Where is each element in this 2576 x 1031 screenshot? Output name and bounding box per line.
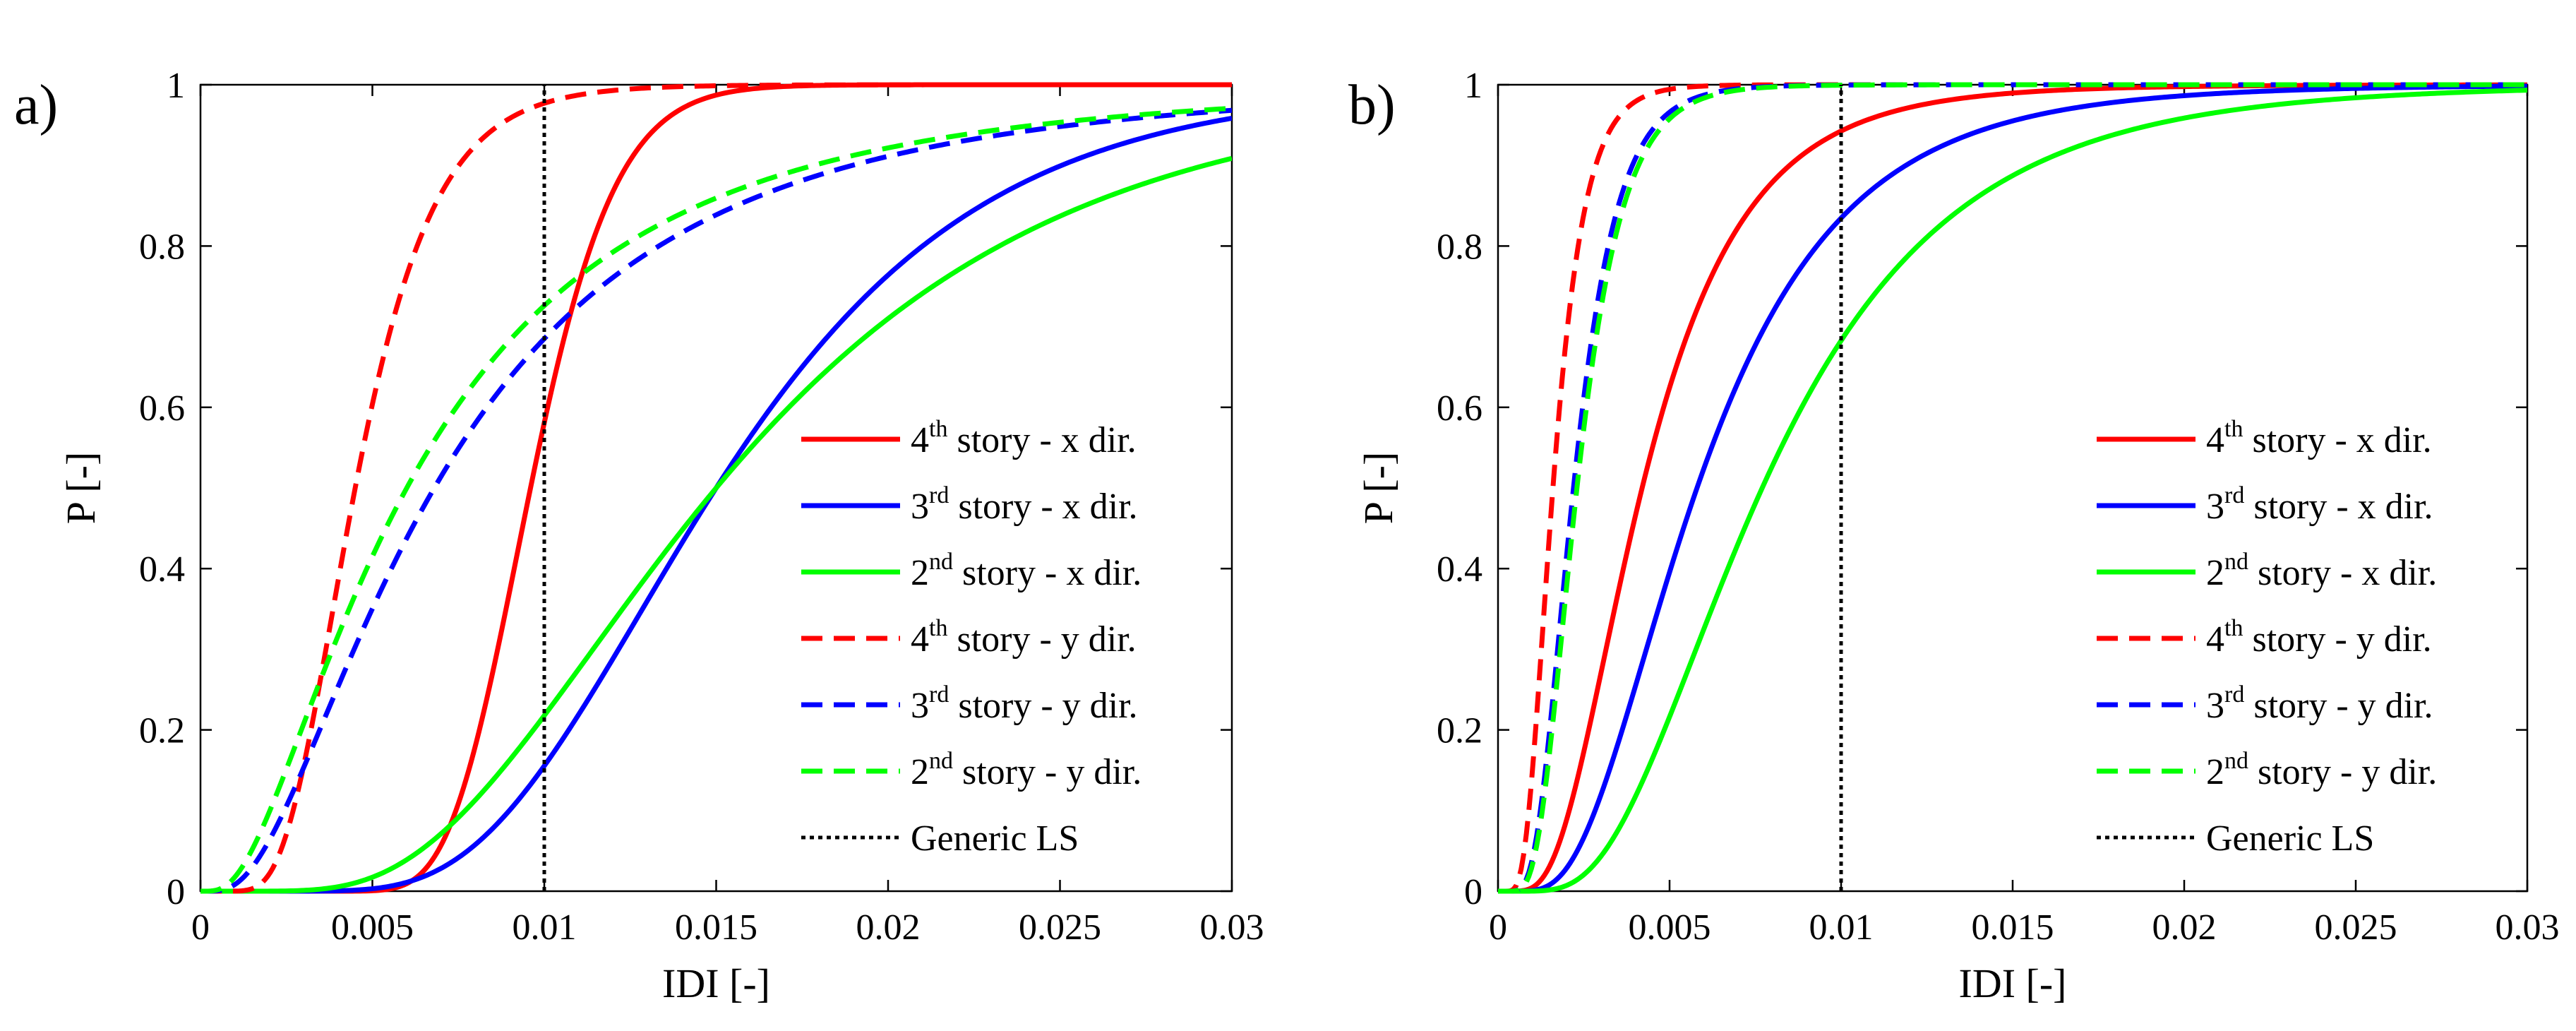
panel-b: b) 0 0.005 0.01 0.015 0.02 0.025 0.03 0 0.2 0.4 0.6… — [1348, 66, 2560, 1006]
legend-label: 3rd story - y dir. — [911, 681, 1138, 726]
x-tick-label: 0.005 — [1629, 907, 1711, 948]
panel-a: a) 0 0.005 0.01 0.015 0.02 0.025 0.03 0 0.2 0.4 0.6… — [14, 66, 1264, 1006]
legend-label: 4th story - x dir. — [911, 416, 1137, 460]
x-tick-label: 0.03 — [2496, 907, 2560, 948]
x-tick-label: 0.03 — [1200, 907, 1264, 948]
legend-label: 3rd story - x dir. — [2206, 482, 2433, 527]
series-line-5 — [1498, 82, 2527, 894]
legend-label: 4th story - x dir. — [2206, 416, 2432, 460]
y-tick-label: 0.6 — [139, 388, 185, 429]
plot-frame — [1497, 83, 2529, 893]
panel-label: a) — [14, 74, 58, 136]
series-line-5 — [200, 105, 1232, 894]
x-axis-label: IDI [-] — [1959, 960, 2067, 1006]
x-tick-label: 0 — [1489, 907, 1507, 948]
x-axis-label: IDI [-] — [662, 960, 770, 1006]
series-group — [200, 82, 1232, 894]
y-tick-label: 0.6 — [1437, 388, 1482, 429]
legend-label: 3rd story - x dir. — [911, 482, 1138, 527]
x-tick-label: 0.01 — [1809, 907, 1874, 948]
x-tick-label: 0 — [191, 907, 210, 948]
legend-label: 2nd story - y dir. — [911, 748, 1142, 792]
y-tick-label: 0.4 — [1437, 549, 1482, 590]
series-line-1 — [1498, 83, 2527, 894]
y-tick-label: 0 — [1464, 872, 1482, 912]
legend: 4th story - x dir. 3rd story - x dir. 2nd … — [2097, 416, 2437, 859]
y-tick-label: 0.8 — [139, 227, 185, 267]
x-tick-label: 0.015 — [675, 907, 757, 948]
y-tick-label: 0.2 — [1437, 711, 1482, 751]
legend-label: 4th story - y dir. — [2206, 615, 2432, 660]
x-tick-label: 0.02 — [2152, 907, 2217, 948]
y-tick-label: 0.8 — [1437, 227, 1482, 267]
x-tick-label: 0.01 — [513, 907, 577, 948]
legend: 4th story - x dir. 3rd story - x dir. 2nd … — [801, 416, 1142, 859]
y-tick-label: 1 — [1464, 66, 1482, 106]
y-axis-label: P [-] — [58, 452, 104, 525]
y-tick-label: 1 — [167, 66, 185, 106]
series-group — [1498, 82, 2527, 894]
legend-label: 2nd story - x dir. — [2206, 549, 2437, 593]
series-line-2 — [1498, 88, 2527, 894]
x-tick-label: 0.025 — [1019, 907, 1101, 948]
series-line-2 — [200, 155, 1232, 894]
y-axis-label: P [-] — [1355, 452, 1401, 525]
x-tick-label: 0.005 — [331, 907, 414, 948]
y-tick-label: 0 — [167, 872, 185, 912]
series-line-3 — [200, 82, 1232, 894]
legend-label: Generic LS — [911, 818, 1079, 859]
series-line-4 — [200, 107, 1232, 894]
legend-label: 4th story - y dir. — [911, 615, 1137, 660]
y-tick-label: 0.4 — [139, 549, 185, 590]
legend-label: 2nd story - x dir. — [911, 549, 1142, 593]
x-tick-label: 0.025 — [2315, 907, 2397, 948]
y-tick-label: 0.2 — [139, 711, 185, 751]
x-tick-label: 0.015 — [1972, 907, 2054, 948]
legend-label: Generic LS — [2206, 818, 2374, 859]
x-tick-label: 0.02 — [856, 907, 921, 948]
panel-label: b) — [1348, 74, 1396, 136]
legend-label: 2nd story - y dir. — [2206, 748, 2437, 792]
legend-label: 3rd story - y dir. — [2206, 681, 2433, 726]
